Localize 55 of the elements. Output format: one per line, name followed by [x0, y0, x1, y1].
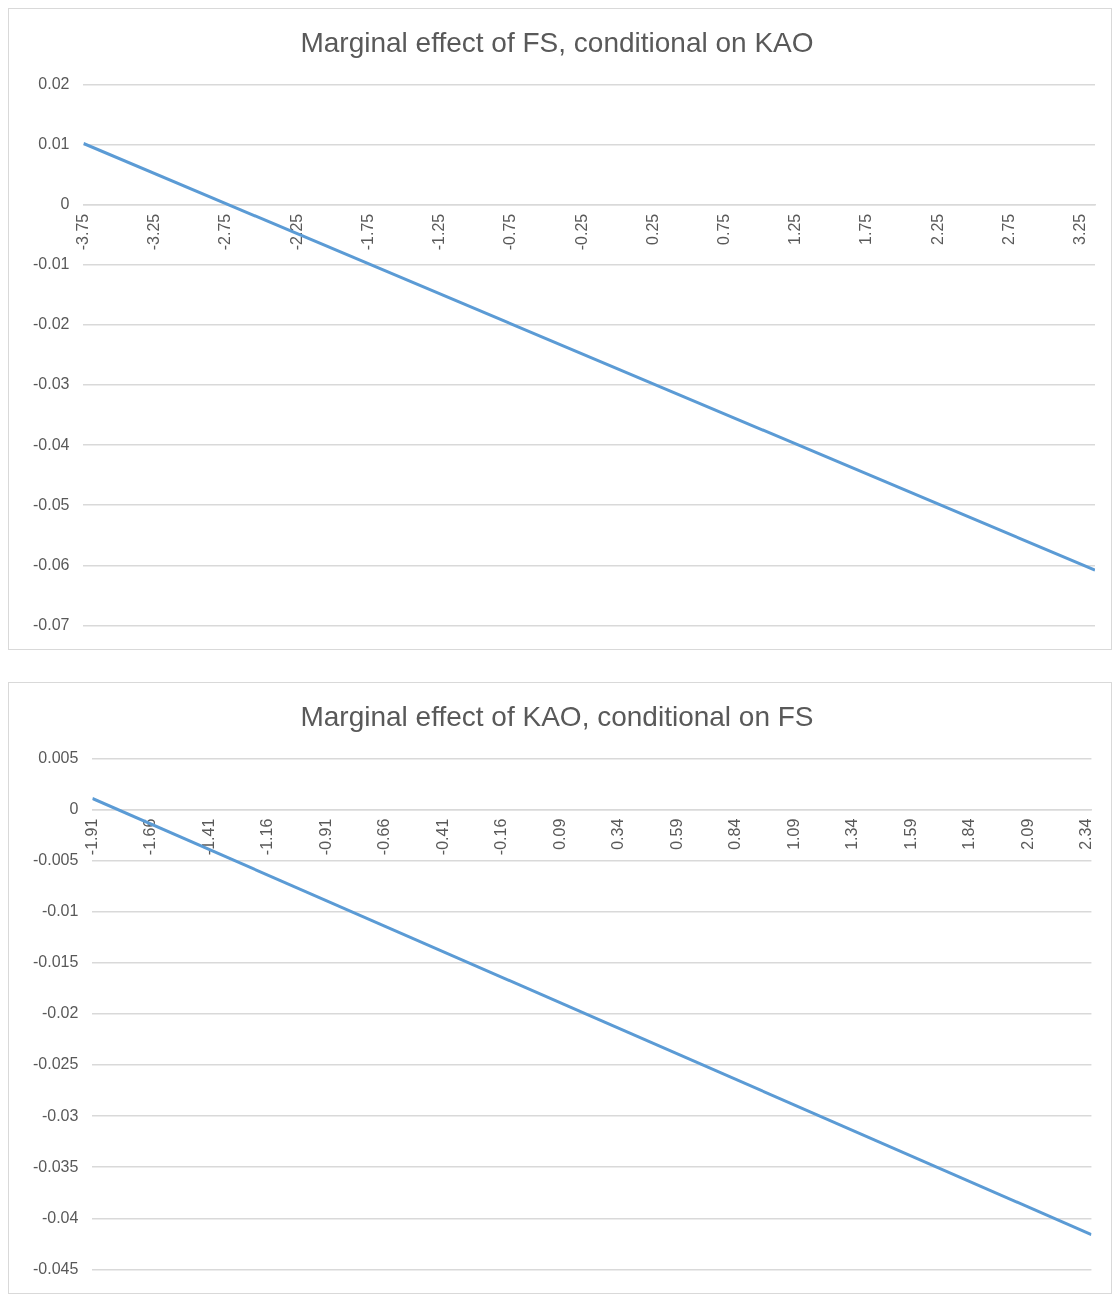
y-tick-label: -0.005 — [32, 851, 79, 869]
y-tick-label: -0.06 — [33, 555, 70, 573]
y-tick-label: 0 — [60, 195, 70, 213]
chart-title: Marginal effect of FS, conditional on KAO — [300, 26, 814, 58]
y-tick-label: -0.015 — [32, 953, 79, 971]
x-tick-label: 2.09 — [1018, 818, 1036, 850]
x-tick-label: -1.75 — [358, 213, 376, 251]
x-tick-label: -0.16 — [492, 818, 510, 856]
x-tick-label: 0.59 — [667, 818, 685, 850]
x-tick-label: 0.09 — [550, 818, 568, 850]
y-tick-label: -0.04 — [41, 1208, 79, 1226]
x-tick-label: -0.25 — [572, 213, 590, 251]
y-tick-label: 0.02 — [38, 75, 70, 93]
chart-title: Marginal effect of KAO, conditional on FS — [300, 700, 814, 732]
y-tick-label: 0.005 — [38, 749, 79, 767]
y-tick-label: -0.04 — [33, 435, 70, 453]
y-tick-label: -0.05 — [33, 495, 70, 513]
y-tick-label: -0.045 — [32, 1259, 79, 1277]
x-tick-label: -3.25 — [145, 213, 163, 251]
x-tick-label: -0.91 — [316, 818, 334, 856]
x-tick-label: 1.09 — [784, 818, 802, 850]
x-tick-label: 1.34 — [843, 818, 861, 850]
x-tick-label: 0.34 — [609, 818, 627, 850]
x-tick-label: -0.41 — [433, 818, 451, 856]
x-tick-label: -2.75 — [216, 213, 234, 251]
y-tick-label: -0.03 — [33, 375, 70, 393]
y-tick-label: -0.01 — [41, 902, 79, 920]
y-tick-label: -0.02 — [41, 1004, 79, 1022]
x-tick-label: 0.25 — [643, 213, 661, 245]
x-tick-label: -1.25 — [430, 213, 448, 251]
x-tick-label: 2.75 — [999, 213, 1017, 245]
x-tick-label: 0.75 — [714, 213, 732, 245]
x-tick-label: -0.66 — [375, 818, 393, 856]
x-tick-label: -1.16 — [258, 818, 276, 856]
y-tick-label: -0.01 — [33, 255, 70, 273]
y-tick-label: -0.02 — [33, 315, 70, 333]
x-tick-label: 2.25 — [928, 213, 946, 245]
x-tick-label: 3.25 — [1071, 213, 1089, 245]
x-tick-label: 2.34 — [1077, 818, 1095, 850]
x-tick-label: 1.25 — [786, 213, 804, 245]
y-tick-label: -0.035 — [32, 1157, 79, 1175]
y-tick-label: 0.01 — [38, 135, 70, 153]
y-tick-label: -0.03 — [41, 1106, 79, 1124]
x-tick-label: -2.25 — [287, 213, 305, 251]
y-tick-label: 0 — [69, 800, 79, 818]
x-tick-label: 0.84 — [726, 818, 744, 850]
x-tick-label: -3.75 — [73, 213, 91, 251]
x-tick-label: 1.84 — [960, 818, 978, 850]
x-tick-label: 1.59 — [901, 818, 919, 850]
x-tick-label: -0.75 — [501, 213, 519, 251]
x-tick-label: 1.75 — [857, 213, 875, 245]
y-tick-label: -0.025 — [32, 1055, 79, 1073]
x-tick-label: -1.91 — [82, 818, 100, 856]
y-tick-label: -0.07 — [33, 615, 70, 633]
x-tick-label: -1.41 — [199, 818, 217, 856]
